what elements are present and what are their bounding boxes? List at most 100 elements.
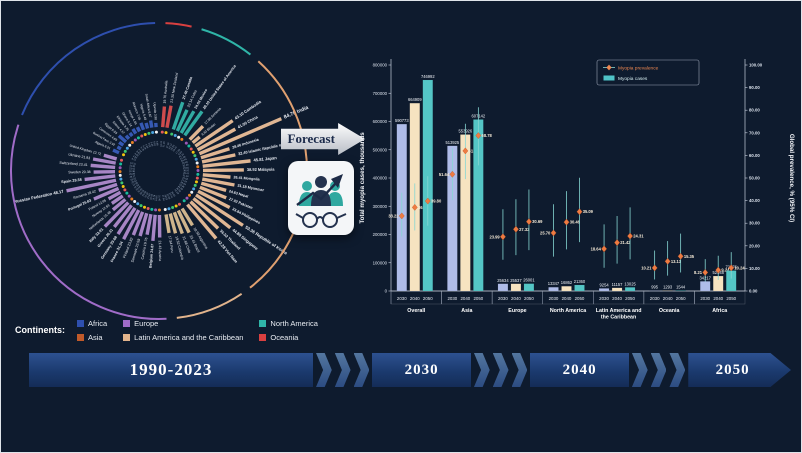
inner-value-label: 33.84	[180, 182, 187, 187]
inner-value-label: 12.95	[133, 182, 140, 187]
cases-bar	[548, 287, 559, 292]
oceania-swatch-icon	[259, 333, 267, 341]
prevalence-marker	[664, 257, 671, 265]
prevalence-value-label: 27.32	[519, 227, 530, 232]
country-label: Switzerland 23.41	[59, 161, 88, 167]
country-bar	[139, 122, 146, 131]
country-flag-dot	[151, 131, 155, 135]
inner-value-label: 3.75	[139, 147, 144, 152]
right-tick-label: 50.00	[749, 176, 760, 181]
inner-value-label: 48.17	[130, 176, 137, 179]
inner-value-label: 29.38	[129, 173, 136, 176]
prevalence-value-label: 9.24	[721, 268, 730, 273]
inner-value-label: 8.93	[135, 151, 140, 156]
prevalence-marker	[449, 170, 456, 178]
country-bar	[168, 213, 178, 234]
cases-value-label: 513925	[446, 140, 460, 145]
country-flag-dot	[190, 190, 194, 194]
inner-value-label: 18.93	[170, 191, 175, 198]
cases-bar	[574, 284, 585, 292]
country-bar	[148, 120, 154, 128]
prevalence-value-label: 68.78	[482, 133, 493, 138]
chevron-right-icon	[669, 353, 686, 387]
year-tick-label: 2030	[498, 296, 508, 301]
cases-value-label: 25634	[497, 278, 509, 283]
continent-arc	[165, 22, 192, 28]
country-flag-dot	[125, 146, 129, 150]
country-flag-dot	[127, 194, 131, 198]
cases-value-label: 21360	[574, 279, 586, 284]
cases-bar	[598, 288, 610, 292]
right-tick-label: 90.00	[749, 85, 760, 90]
inner-value-label: 15.48	[136, 186, 142, 192]
inner-value-label: 19.76	[153, 194, 156, 201]
country-flag-dot	[192, 187, 196, 191]
trend-arrow-icon	[296, 174, 343, 206]
group-label: the Caribbean	[601, 315, 636, 321]
inner-value-label: 42.28	[173, 189, 179, 195]
chevron-right-icon	[492, 353, 509, 387]
country-flag-dot	[196, 165, 200, 169]
inner-value-label: 44.88	[177, 186, 183, 192]
country-bar	[194, 119, 234, 148]
country-bar	[103, 153, 118, 161]
country-bar	[98, 182, 118, 192]
country-flag-dot	[128, 143, 132, 147]
country-label: 23.41 Brazil	[189, 234, 201, 253]
country-flag-dot	[177, 135, 181, 139]
chevron-right-icon	[511, 353, 528, 387]
cases-value-label: 664909	[408, 97, 422, 102]
legend-cases-label: Myopia cases	[618, 76, 648, 82]
country-bar	[151, 214, 157, 241]
people-trend-glasses-icon	[295, 174, 347, 228]
continents-legend: Continents: Africa Asia Europe Latin Ame…	[15, 317, 318, 343]
country-bar	[128, 131, 134, 138]
inner-value-label: 22.14	[169, 143, 174, 150]
inner-value-label: 3.92	[132, 156, 137, 160]
country-flag-dot	[119, 177, 123, 181]
inner-value-label: 7.05	[147, 143, 151, 149]
cases-value-label: 995	[651, 285, 659, 290]
country-flag-dot	[174, 204, 178, 208]
country-label: 43.10 Cambodia	[234, 99, 263, 121]
country-label: Nigeria 5.48	[139, 103, 147, 121]
country-label: Algeria 6.21	[94, 140, 111, 151]
country-bar	[202, 173, 231, 179]
bar-chart-svg: 0 100000 200000 300000 400000 500000 600000 700…	[359, 59, 795, 321]
country-label: 27.46 Canada	[182, 76, 194, 100]
country-bar	[197, 189, 231, 210]
country-label: Uganda 3.98	[153, 102, 158, 120]
prevalence-value-label: 10.21	[641, 265, 652, 270]
prevalence-value-label: 24.31	[633, 234, 644, 239]
inner-value-label: 17.84	[161, 195, 164, 202]
prevalence-marker	[424, 197, 431, 205]
year-tick-label: 2050	[524, 296, 534, 301]
prevalence-marker	[550, 229, 557, 237]
year-tick-label: 2040	[460, 296, 470, 301]
cases-bar	[611, 287, 623, 292]
forecast-label: Forecast	[287, 131, 335, 146]
right-tick-label: 40.00	[749, 198, 760, 203]
year-tick-label: 2050	[625, 296, 635, 301]
country-flag-dot	[182, 199, 186, 203]
inner-value-label: 23.41	[129, 168, 136, 171]
inner-value-label: 4.85	[134, 153, 139, 158]
country-bar	[111, 198, 127, 212]
country-label: Romania 18.42	[73, 189, 97, 200]
timeline-period-1990-2023: 1990-2023	[29, 353, 314, 387]
chevron-right-icon	[473, 353, 490, 387]
country-flag-dot	[143, 205, 147, 209]
country-flag-dot	[140, 134, 144, 138]
continents-legend-title: Continents:	[15, 325, 65, 335]
cases-value-label: 25537	[510, 278, 522, 283]
country-bar	[138, 212, 149, 237]
country-label: Morocco 7.05	[131, 101, 142, 121]
cases-value-label: 1544	[676, 285, 686, 290]
chevron-right-icon	[631, 353, 648, 387]
cases-value-label: 1293	[663, 285, 673, 290]
cases-value-label: 11157	[612, 282, 623, 287]
country-flag-dot	[191, 150, 195, 154]
country-bar	[84, 174, 116, 182]
left-tick-label: 400000	[373, 176, 388, 181]
timeline-ribbon: 1990-2023 2030 2040 2050	[29, 353, 792, 387]
